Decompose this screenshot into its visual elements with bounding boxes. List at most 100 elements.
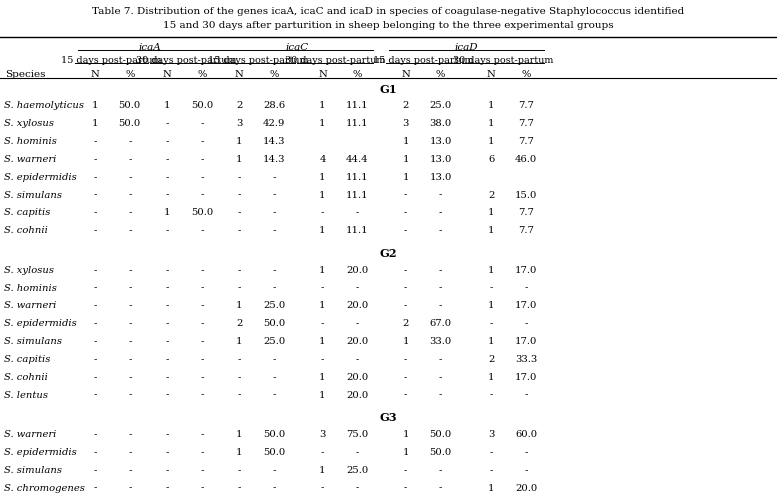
- Text: 1: 1: [236, 137, 242, 146]
- Text: -: -: [273, 266, 276, 275]
- Text: -: -: [404, 466, 407, 475]
- Text: -: -: [93, 155, 96, 164]
- Text: 1: 1: [319, 373, 326, 382]
- Text: 20.0: 20.0: [347, 373, 368, 382]
- Text: 13.0: 13.0: [430, 137, 451, 146]
- Text: 25.0: 25.0: [263, 337, 285, 346]
- Text: S. capitis: S. capitis: [4, 355, 51, 364]
- Text: -: -: [200, 448, 204, 457]
- Text: -: -: [200, 119, 204, 128]
- Text: -: -: [93, 266, 96, 275]
- Text: %: %: [353, 70, 362, 79]
- Text: -: -: [93, 284, 96, 293]
- Text: 1: 1: [402, 137, 409, 146]
- Text: -: -: [128, 137, 131, 146]
- Text: N: N: [318, 70, 327, 79]
- Text: -: -: [93, 448, 96, 457]
- Text: -: -: [273, 391, 276, 399]
- Text: -: -: [524, 466, 528, 475]
- Text: 1: 1: [236, 301, 242, 310]
- Text: 1: 1: [236, 430, 242, 439]
- Text: -: -: [93, 137, 96, 146]
- Text: -: -: [166, 119, 169, 128]
- Text: 1: 1: [488, 373, 494, 382]
- Text: %: %: [125, 70, 134, 79]
- Text: -: -: [238, 226, 241, 235]
- Text: -: -: [238, 191, 241, 199]
- Text: -: -: [439, 284, 442, 293]
- Text: 1: 1: [164, 101, 170, 110]
- Text: -: -: [404, 284, 407, 293]
- Text: 7.7: 7.7: [518, 119, 534, 128]
- Text: 1: 1: [319, 119, 326, 128]
- Text: -: -: [200, 173, 204, 182]
- Text: -: -: [166, 355, 169, 364]
- Text: 20.0: 20.0: [347, 301, 368, 310]
- Text: %: %: [436, 70, 445, 79]
- Text: 7.7: 7.7: [518, 101, 534, 110]
- Text: -: -: [166, 191, 169, 199]
- Text: 1: 1: [488, 484, 494, 493]
- Text: 50.0: 50.0: [430, 448, 451, 457]
- Text: -: -: [200, 466, 204, 475]
- Text: -: -: [166, 266, 169, 275]
- Text: 1: 1: [92, 119, 98, 128]
- Text: 33.3: 33.3: [515, 355, 537, 364]
- Text: -: -: [273, 284, 276, 293]
- Text: S. warneri: S. warneri: [4, 430, 56, 439]
- Text: 1: 1: [236, 337, 242, 346]
- Text: G1: G1: [380, 84, 397, 95]
- Text: G3: G3: [380, 412, 397, 423]
- Text: -: -: [238, 484, 241, 493]
- Text: -: -: [128, 337, 131, 346]
- Text: 1: 1: [402, 173, 409, 182]
- Text: -: -: [273, 191, 276, 199]
- Text: %: %: [270, 70, 279, 79]
- Text: -: -: [128, 466, 131, 475]
- Text: -: -: [93, 173, 96, 182]
- Text: -: -: [439, 391, 442, 399]
- Text: -: -: [200, 266, 204, 275]
- Text: -: -: [356, 319, 359, 328]
- Text: 30 days post-partum: 30 days post-partum: [453, 56, 553, 65]
- Text: 20.0: 20.0: [347, 337, 368, 346]
- Text: -: -: [166, 137, 169, 146]
- Text: 15 days post-partum: 15 days post-partum: [373, 56, 473, 65]
- Text: 2: 2: [236, 101, 242, 110]
- Text: N: N: [90, 70, 99, 79]
- Text: 3: 3: [402, 119, 409, 128]
- Text: -: -: [321, 284, 324, 293]
- Text: 20.0: 20.0: [347, 266, 368, 275]
- Text: -: -: [93, 208, 96, 217]
- Text: 50.0: 50.0: [191, 101, 213, 110]
- Text: -: -: [166, 391, 169, 399]
- Text: -: -: [404, 301, 407, 310]
- Text: -: -: [128, 319, 131, 328]
- Text: S. warneri: S. warneri: [4, 301, 56, 310]
- Text: -: -: [93, 226, 96, 235]
- Text: %: %: [521, 70, 531, 79]
- Text: -: -: [128, 484, 131, 493]
- Text: 17.0: 17.0: [515, 266, 537, 275]
- Text: -: -: [128, 173, 131, 182]
- Text: -: -: [439, 266, 442, 275]
- Text: 1: 1: [402, 337, 409, 346]
- Text: 25.0: 25.0: [263, 301, 285, 310]
- Text: -: -: [166, 337, 169, 346]
- Text: 30 days post-partum: 30 days post-partum: [284, 56, 385, 65]
- Text: -: -: [273, 355, 276, 364]
- Text: S. epidermidis: S. epidermidis: [4, 173, 77, 182]
- Text: 17.0: 17.0: [515, 373, 537, 382]
- Text: -: -: [439, 191, 442, 199]
- Text: %: %: [197, 70, 207, 79]
- Text: 1: 1: [488, 101, 494, 110]
- Text: -: -: [273, 373, 276, 382]
- Text: S. epidermidis: S. epidermidis: [4, 448, 77, 457]
- Text: -: -: [93, 430, 96, 439]
- Text: 11.1: 11.1: [346, 173, 369, 182]
- Text: 1: 1: [402, 430, 409, 439]
- Text: 1: 1: [319, 391, 326, 399]
- Text: 67.0: 67.0: [430, 319, 451, 328]
- Text: 1: 1: [488, 301, 494, 310]
- Text: -: -: [128, 155, 131, 164]
